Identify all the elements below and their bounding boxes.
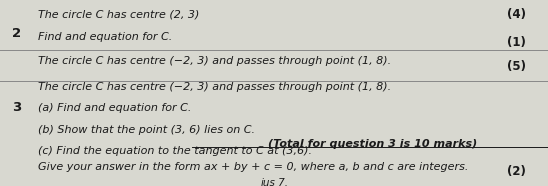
Text: 3: 3	[12, 101, 21, 114]
Text: jus 7.: jus 7.	[260, 178, 288, 186]
Text: (Total for question 3 is 10 marks): (Total for question 3 is 10 marks)	[268, 139, 477, 149]
Text: (c) Find the equation to the tangent to C at (3,6).: (c) Find the equation to the tangent to …	[38, 146, 312, 156]
Text: The circle C has centre (−2, 3) and passes through point (1, 8).: The circle C has centre (−2, 3) and pass…	[38, 56, 391, 66]
Text: Find and equation for C.: Find and equation for C.	[38, 32, 173, 42]
Text: Give your answer in the form ax + by + c = 0, where a, b and c are integers.: Give your answer in the form ax + by + c…	[38, 162, 469, 172]
Text: 2: 2	[12, 27, 21, 40]
Text: The circle C has centre (2, 3): The circle C has centre (2, 3)	[38, 10, 199, 20]
Text: (b) Show that the point (3, 6) lies on C.: (b) Show that the point (3, 6) lies on C…	[38, 125, 255, 135]
Text: (2): (2)	[507, 165, 526, 178]
Text: (5): (5)	[507, 60, 526, 73]
Text: (4): (4)	[507, 8, 526, 21]
Text: (1): (1)	[507, 36, 526, 49]
Text: (a) Find and equation for C.: (a) Find and equation for C.	[38, 103, 192, 113]
Text: The circle C has centre (−2, 3) and passes through point (1, 8).: The circle C has centre (−2, 3) and pass…	[38, 82, 391, 92]
